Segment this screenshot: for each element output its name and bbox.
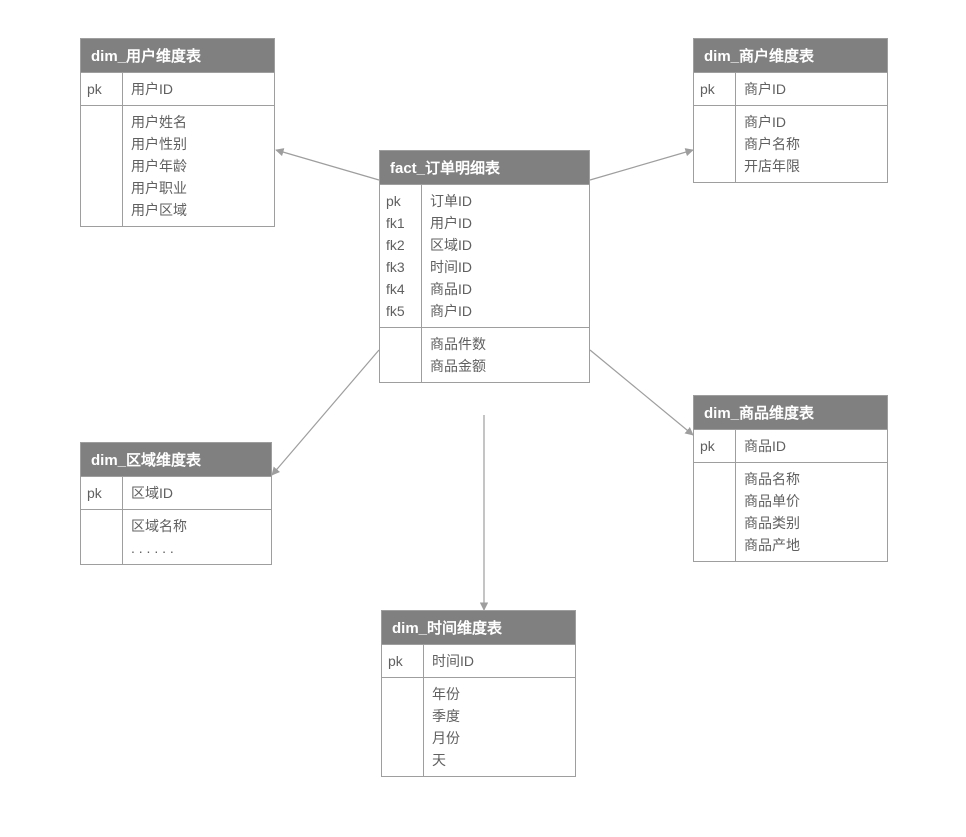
key-column: pk bbox=[81, 73, 123, 105]
entity-header: dim_商品维度表 bbox=[694, 396, 887, 430]
key-column bbox=[81, 510, 123, 564]
key-column: pk bbox=[694, 73, 736, 105]
key-column: pk bbox=[81, 477, 123, 509]
key-column bbox=[382, 678, 424, 776]
attr-column: 用户姓名 用户性别 用户年龄 用户职业 用户区域 bbox=[123, 106, 274, 226]
entity-dim-product: dim_商品维度表 pk 商品ID 商品名称 商品单价 商品类别 商品产地 bbox=[693, 395, 888, 562]
attr-column: 年份 季度 月份 天 bbox=[424, 678, 575, 776]
attr-column: 区域ID bbox=[123, 477, 271, 509]
entity-dim-user: dim_用户维度表 pk 用户ID 用户姓名 用户性别 用户年龄 用户职业 用户… bbox=[80, 38, 275, 227]
entity-header: dim_用户维度表 bbox=[81, 39, 274, 73]
er-diagram-canvas: fact_订单明细表 pk fk1 fk2 fk3 fk4 fk5 订单ID 用… bbox=[0, 0, 966, 837]
edge-fact-to-dim_user bbox=[276, 150, 379, 180]
attr-column: 商品件数 商品金额 bbox=[422, 328, 589, 382]
entity-header: dim_商户维度表 bbox=[694, 39, 887, 73]
key-column bbox=[694, 463, 736, 561]
attr-column: 商品ID bbox=[736, 430, 887, 462]
key-column bbox=[694, 106, 736, 182]
entity-fact-order-detail: fact_订单明细表 pk fk1 fk2 fk3 fk4 fk5 订单ID 用… bbox=[379, 150, 590, 383]
key-column bbox=[380, 328, 422, 382]
attr-column: 时间ID bbox=[424, 645, 575, 677]
attr-column: 商品名称 商品单价 商品类别 商品产地 bbox=[736, 463, 887, 561]
key-column: pk bbox=[382, 645, 424, 677]
attr-column: 商户ID 商户名称 开店年限 bbox=[736, 106, 887, 182]
key-column: pk fk1 fk2 fk3 fk4 fk5 bbox=[380, 185, 422, 327]
entity-header: dim_区域维度表 bbox=[81, 443, 271, 477]
attr-column: 区域名称 . . . . . . bbox=[123, 510, 271, 564]
entity-dim-time: dim_时间维度表 pk 时间ID 年份 季度 月份 天 bbox=[381, 610, 576, 777]
edge-fact-to-dim_product bbox=[590, 350, 693, 435]
entity-header: fact_订单明细表 bbox=[380, 151, 589, 185]
entity-header: dim_时间维度表 bbox=[382, 611, 575, 645]
attr-column: 订单ID 用户ID 区域ID 时间ID 商品ID 商户ID bbox=[422, 185, 589, 327]
attr-column: 用户ID bbox=[123, 73, 274, 105]
entity-dim-merchant: dim_商户维度表 pk 商户ID 商户ID 商户名称 开店年限 bbox=[693, 38, 888, 183]
entity-dim-region: dim_区域维度表 pk 区域ID 区域名称 . . . . . . bbox=[80, 442, 272, 565]
key-column bbox=[81, 106, 123, 226]
attr-column: 商户ID bbox=[736, 73, 887, 105]
key-column: pk bbox=[694, 430, 736, 462]
edge-fact-to-dim_region bbox=[272, 350, 379, 475]
edge-fact-to-dim_merchant bbox=[590, 150, 693, 180]
